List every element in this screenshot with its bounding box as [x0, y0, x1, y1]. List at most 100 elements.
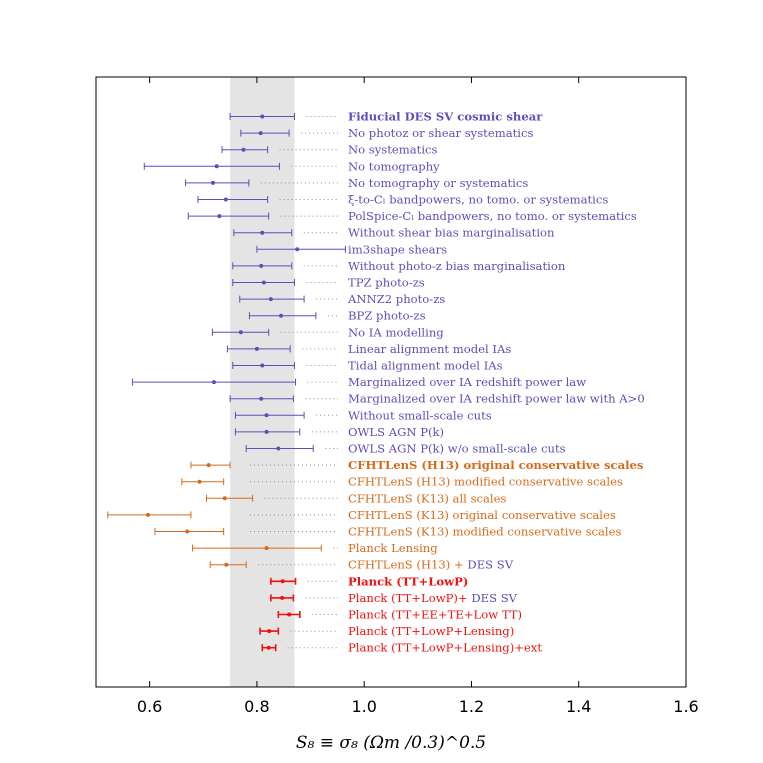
- row-label-text: Marginalized over IA redshift power law: [348, 375, 586, 389]
- point-marker: [254, 346, 259, 351]
- row-label-text: Marginalized over IA redshift power law …: [348, 392, 645, 406]
- x-axis: 0.6 0.8 1.0 1.2 1.4 1.6: [137, 77, 699, 716]
- point-marker: [210, 180, 215, 185]
- point-marker: [280, 579, 285, 584]
- row-label: CFHTLenS (H13) modified conservative sca…: [348, 475, 623, 489]
- row-label-text: No tomography: [348, 159, 440, 173]
- point-marker: [264, 429, 269, 434]
- row-label: No IA modelling: [348, 325, 444, 339]
- row-label-text: Without small-scale cuts: [348, 408, 492, 422]
- row-label-text: Linear alignment model IAs: [348, 342, 511, 356]
- row-label-text: Planck Lensing: [348, 541, 438, 555]
- data-row: Planck Lensing: [192, 541, 438, 555]
- data-row: Without photo-z bias marginalisation: [232, 259, 566, 273]
- row-label-text: Planck (TT+LowP+Lensing): [348, 624, 514, 638]
- row-label: Without shear bias marginalisation: [348, 226, 555, 240]
- row-label: PolSpice-Cₗ bandpowers, no tomo. or syst…: [348, 209, 637, 223]
- point-marker: [268, 297, 273, 302]
- x-tick-label: 0.6: [137, 697, 162, 716]
- point-marker: [238, 330, 243, 335]
- row-label-text: CFHTLenS (H13) original conservative sca…: [348, 458, 644, 472]
- point-marker: [206, 463, 211, 468]
- row-label: Planck (TT+LowP)+ DES SV: [348, 591, 518, 605]
- row-label-text: Tidal alignment model IAs: [348, 359, 503, 373]
- point-marker: [224, 562, 229, 567]
- row-label: ANNZ2 photo-zs: [347, 292, 445, 306]
- row-label-text: Fiducial DES SV cosmic shear: [348, 110, 543, 124]
- row-label-text: Without shear bias marginalisation: [348, 226, 555, 240]
- row-label-text: im3shape shears: [348, 242, 447, 256]
- row-label: CFHTLenS (H13) original conservative sca…: [348, 458, 644, 472]
- data-row: No tomography: [143, 159, 440, 173]
- row-label: Tidal alignment model IAs: [348, 359, 503, 373]
- row-label-text: Planck (TT+LowP)+: [348, 591, 471, 605]
- data-row: Planck (TT+LowP)+ DES SV: [270, 591, 518, 605]
- point-marker: [260, 230, 265, 235]
- data-row: No IA modelling: [211, 325, 444, 339]
- row-label-suffix: DES SV: [471, 591, 517, 605]
- row-label-text: OWLS AGN P(k): [348, 425, 444, 439]
- point-marker: [279, 313, 284, 318]
- row-label-text: OWLS AGN P(k) w/o small-scale cuts: [348, 442, 566, 456]
- row-label: ξ-to-Cₗ bandpowers, no tomo. or systemat…: [348, 193, 608, 207]
- point-marker: [223, 197, 228, 202]
- data-row: PolSpice-Cₗ bandpowers, no tomo. or syst…: [187, 209, 637, 223]
- data-row: CFHTLenS (H13) original conservative sca…: [190, 458, 644, 472]
- point-marker: [259, 263, 264, 268]
- data-row: No systematics: [221, 143, 438, 157]
- row-label: No photoz or shear systematics: [348, 126, 533, 140]
- data-row: No photoz or shear systematics: [240, 126, 533, 140]
- row-label: OWLS AGN P(k): [348, 425, 444, 439]
- row-label: CFHTLenS (K13) all scales: [348, 491, 506, 505]
- point-marker: [217, 214, 222, 219]
- x-tick-label: 0.8: [244, 697, 269, 716]
- row-label: Marginalized over IA redshift power law: [348, 375, 586, 389]
- row-label: Planck (TT+EE+TE+Low TT): [348, 608, 522, 622]
- data-row: CFHTLenS (K13) original conservative sca…: [107, 508, 616, 522]
- data-row: CFHTLenS (H13) + DES SV: [209, 558, 514, 572]
- row-label-text: PolSpice-Cₗ bandpowers, no tomo. or syst…: [348, 209, 637, 223]
- x-tick-label: 1.6: [673, 697, 698, 716]
- point-marker: [212, 380, 216, 385]
- row-label-text: CFHTLenS (K13) original conservative sca…: [348, 508, 616, 522]
- point-marker: [276, 446, 281, 451]
- data-row: CFHTLenS (K13) modified conservative sca…: [154, 525, 622, 539]
- data-row: OWLS AGN P(k): [234, 425, 444, 439]
- data-row: ξ-to-Cₗ bandpowers, no tomo. or systemat…: [197, 193, 608, 207]
- row-label: Planck Lensing: [348, 541, 438, 555]
- point-marker: [222, 496, 227, 501]
- row-label: No systematics: [348, 143, 438, 157]
- point-marker: [287, 612, 292, 617]
- point-marker: [280, 595, 285, 600]
- data-row: Marginalized over IA redshift power law …: [229, 392, 645, 406]
- data-row: Planck (TT+LowP): [270, 574, 468, 588]
- row-label: Planck (TT+LowP+Lensing): [348, 624, 514, 638]
- data-row: Marginalized over IA redshift power law: [131, 375, 586, 389]
- point-marker: [146, 512, 151, 517]
- plot-frame: [95, 76, 687, 688]
- row-label-text: CFHTLenS (H13) +: [348, 558, 467, 572]
- row-label-text: BPZ photo-zs: [348, 309, 426, 323]
- point-marker: [260, 363, 265, 368]
- row-label-text: CFHTLenS (K13) modified conservative sca…: [348, 525, 622, 539]
- row-label-text: TPZ photo-zs: [348, 276, 425, 290]
- row-label: Planck (TT+LowP+Lensing)+ext: [348, 641, 542, 655]
- point-marker: [258, 131, 263, 136]
- data-row: No tomography or systematics: [185, 176, 528, 190]
- row-label-text: ANNZ2 photo-zs: [347, 292, 445, 306]
- data-row: Linear alignment model IAs: [226, 342, 511, 356]
- x-tick-label: 1.0: [351, 697, 376, 716]
- point-marker: [264, 546, 269, 551]
- point-marker: [197, 479, 202, 484]
- row-label: im3shape shears: [348, 242, 447, 256]
- row-label-text: ξ-to-Cₗ bandpowers, no tomo. or systemat…: [348, 193, 608, 207]
- rows-layer: Fiducial DES SV cosmic shear No photoz or…: [107, 110, 645, 655]
- row-label-text: Planck (TT+LowP+Lensing)+ext: [348, 641, 542, 655]
- row-label: Linear alignment model IAs: [348, 342, 511, 356]
- data-row: Without shear bias marginalisation: [233, 226, 555, 240]
- row-label: Marginalized over IA redshift power law …: [348, 392, 645, 406]
- point-marker: [185, 529, 190, 534]
- data-row: OWLS AGN P(k) w/o small-scale cuts: [245, 442, 566, 456]
- row-label: OWLS AGN P(k) w/o small-scale cuts: [348, 442, 566, 456]
